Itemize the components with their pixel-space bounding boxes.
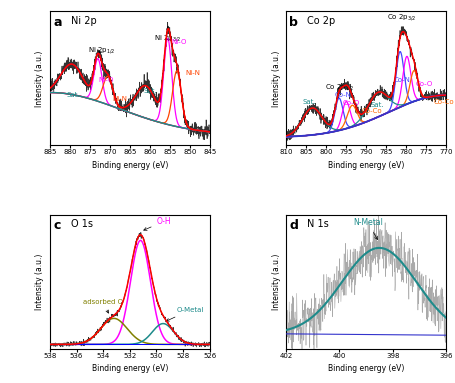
Text: Sat.: Sat.	[66, 92, 80, 98]
Text: Co 2p$_{3/2}$: Co 2p$_{3/2}$	[387, 13, 417, 23]
Text: Co-N: Co-N	[334, 92, 351, 98]
X-axis label: Binding energy (eV): Binding energy (eV)	[328, 364, 404, 373]
Text: Sat.: Sat.	[144, 88, 157, 93]
Text: Sat.: Sat.	[370, 103, 384, 108]
Text: Ni 2p$_{1/2}$: Ni 2p$_{1/2}$	[88, 45, 116, 56]
Text: Co 2p$_{1/2}$: Co 2p$_{1/2}$	[325, 83, 355, 93]
Text: b: b	[289, 15, 298, 28]
X-axis label: Binding energy (eV): Binding energy (eV)	[91, 364, 168, 373]
Y-axis label: Intensity (a.u.): Intensity (a.u.)	[272, 254, 281, 310]
Text: Co-O: Co-O	[416, 81, 433, 87]
Text: Ni-N: Ni-N	[112, 96, 127, 101]
Text: Co 2p: Co 2p	[307, 15, 335, 26]
X-axis label: Binding energy (eV): Binding energy (eV)	[328, 161, 404, 170]
Text: a: a	[53, 15, 62, 28]
Text: N-Metal: N-Metal	[353, 218, 383, 239]
Y-axis label: Intensity (a.u.): Intensity (a.u.)	[35, 50, 45, 106]
Text: Ni-O: Ni-O	[172, 39, 187, 45]
Text: Ni 2p$_{3/2}$: Ni 2p$_{3/2}$	[154, 27, 182, 44]
Text: O 1s: O 1s	[71, 219, 93, 229]
Text: Ni-N: Ni-N	[186, 70, 201, 76]
Y-axis label: Intensity (a.u.): Intensity (a.u.)	[272, 50, 281, 106]
Text: Ni-O: Ni-O	[98, 77, 113, 83]
Text: O-Metal: O-Metal	[167, 307, 204, 321]
Text: Co-Co: Co-Co	[434, 98, 455, 105]
Y-axis label: Intensity (a.u.): Intensity (a.u.)	[35, 254, 45, 310]
Text: d: d	[289, 219, 298, 232]
Text: Co-Co: Co-Co	[362, 108, 383, 114]
Text: adsorbed O: adsorbed O	[83, 299, 123, 313]
X-axis label: Binding energy (eV): Binding energy (eV)	[91, 161, 168, 170]
Text: Co-N: Co-N	[394, 77, 411, 83]
Text: Ni 2p: Ni 2p	[71, 15, 96, 26]
Text: O-H: O-H	[144, 217, 171, 230]
Text: Sat.: Sat.	[302, 98, 316, 105]
Text: Co-O: Co-O	[342, 100, 359, 106]
Text: N 1s: N 1s	[307, 219, 329, 229]
Text: c: c	[53, 219, 61, 232]
